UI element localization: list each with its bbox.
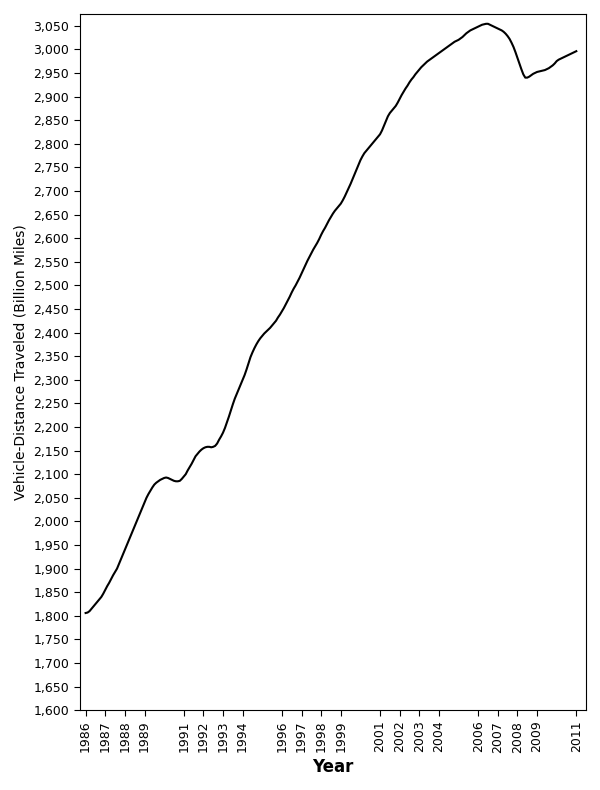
Y-axis label: Vehicle-Distance Traveled (Billion Miles): Vehicle-Distance Traveled (Billion Miles… [14, 224, 28, 500]
X-axis label: Year: Year [312, 758, 353, 776]
